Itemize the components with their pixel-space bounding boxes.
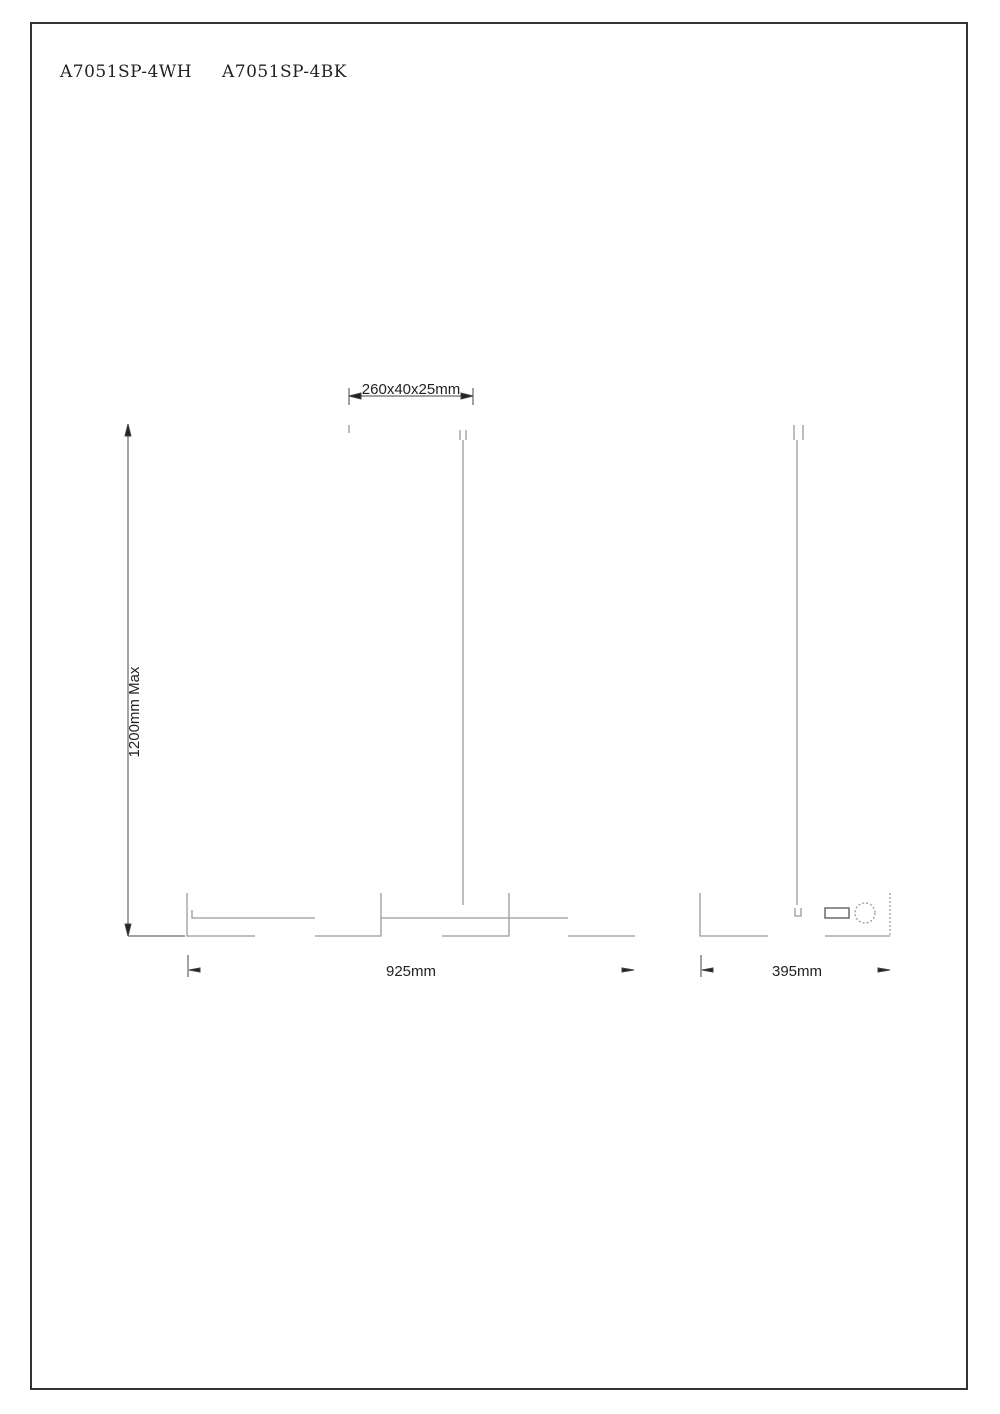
shade-dimension-label: 260x40x25mm [362,381,460,398]
arrow-right-icon [621,967,635,973]
side-bracket [794,908,802,917]
connector [824,907,850,919]
arrow-left-icon [348,392,362,400]
arrow-right-icon [460,392,474,400]
length-dimension-label: 925mm [386,963,436,980]
bar-segment-2 [315,893,568,937]
drawing-frame [30,22,968,1390]
dimension-lines [124,388,891,977]
bar-segment-1 [186,893,315,937]
side-view [699,425,891,937]
side-body [699,893,890,937]
arrow-left-icon [701,967,714,973]
arrow-up-icon [124,423,132,437]
model-code-black: A7051SP-4BK [222,62,347,82]
front-view [186,425,635,937]
bar-segment-3 [442,893,510,937]
joint-circle [854,902,876,924]
arrow-down-icon [124,923,132,937]
arrow-left-icon [188,967,201,973]
model-code-white: A7051SP-4WH [60,62,193,82]
width-dimension-label: 395mm [772,963,822,980]
height-dimension-label: 1200mm Max [126,666,143,757]
arrow-right-icon [877,967,891,973]
